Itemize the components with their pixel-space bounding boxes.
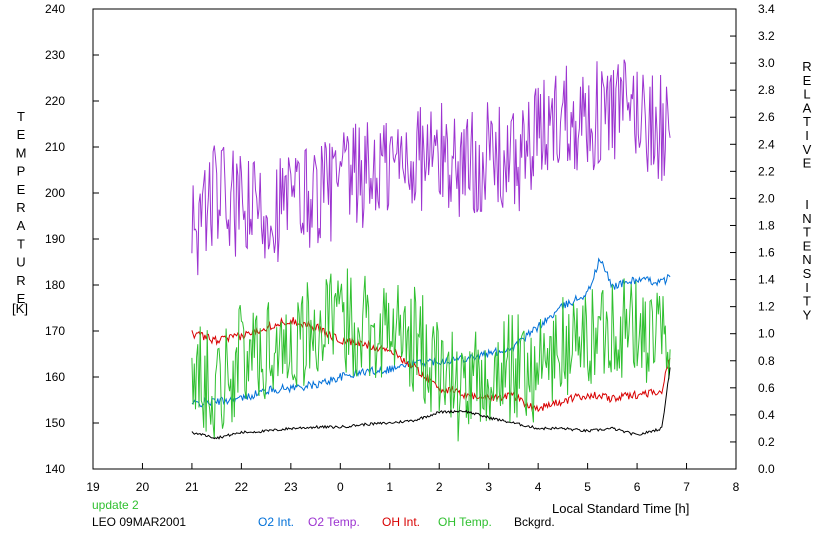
x-tick-label: 5 [584,480,591,494]
x-axis-label: Local Standard Time [h] [552,501,689,516]
right-tick-label: 2.4 [758,137,775,151]
update-annotation: update 2 [92,498,139,512]
right-axis-title-letter: E [803,156,812,171]
station-annotation: LEO 09MAR2001 [92,515,186,529]
right-axis-ticks: 0.0 0.2 0.4 0.6 0.8 1.0 1.2 1.4 1.6 1.8 2.0 2.2 2.4 2… [730,2,775,476]
right-axis-title-letter: L [803,87,810,102]
legend-item: O2 Temp. [308,515,360,529]
right-tick-label: 1.6 [758,246,775,260]
legend-item: OH Temp. [438,515,492,529]
right-tick-label: 3.2 [758,29,775,43]
x-tick-label: 7 [683,480,690,494]
series-line-o2-temp [191,59,671,276]
left-axis-title-letter: P [17,164,26,179]
series-line-oh-temp [191,268,671,442]
x-tick-label: 8 [733,480,740,494]
series-group [191,59,671,442]
right-axis-title-letter: I [805,280,809,295]
right-tick-label: 1.0 [758,327,775,341]
left-axis-title-letter: E [17,291,26,306]
x-tick-label: 3 [485,480,492,494]
x-tick-label: 4 [535,480,542,494]
right-tick-label: 1.2 [758,300,775,314]
left-axis-title-letter: A [17,218,26,233]
x-tick-label: 6 [634,480,641,494]
left-tick-label: 220 [45,94,65,108]
right-axis-title-letter: E [803,73,812,88]
right-tick-label: 1.8 [758,218,775,232]
right-tick-label: 0.2 [758,435,775,449]
left-axis-unit: [K] [12,301,28,316]
right-tick-label: 2.0 [758,191,775,205]
left-axis-title-letter: E [17,182,26,197]
legend-item: OH Int. [382,515,420,529]
left-axis-title-letter: T [17,236,25,251]
right-axis-title-letter: R [802,59,811,74]
left-tick-label: 200 [45,186,65,200]
left-tick-label: 170 [45,324,65,338]
left-axis-title-letter: E [17,127,26,142]
x-tick-label: 2 [436,480,443,494]
series-line-bckgrd [191,367,671,440]
left-axis-title-letter: U [16,255,25,270]
x-tick-label: 23 [284,480,298,494]
legend-item: O2 Int. [258,515,294,529]
right-axis-title-letter: S [803,266,812,281]
left-tick-label: 230 [45,48,65,62]
left-axis-ticks: 140 150 160 170 180 190 200 210 220 230 240 [45,2,99,476]
legend: O2 Int. O2 Temp. OH Int. OH Temp. Bckgrd. [258,515,555,529]
x-tick-label: 21 [185,480,199,494]
plot-frame [92,8,737,470]
left-axis-title-letter: R [16,200,25,215]
left-axis-title-letter: R [16,273,25,288]
x-tick-label: 1 [386,480,393,494]
left-tick-label: 140 [45,462,65,476]
legend-item: Bckgrd. [514,515,555,529]
left-axis-title-letter: M [16,145,27,160]
x-tick-label: 20 [136,480,150,494]
left-tick-label: 210 [45,140,65,154]
x-tick-label: 22 [235,480,249,494]
right-tick-label: 2.2 [758,164,775,178]
right-axis-title-letter: Y [803,307,812,322]
axes [92,8,737,470]
right-tick-label: 3.0 [758,56,775,70]
x-tick-label: 19 [86,480,100,494]
left-tick-label: 240 [45,2,65,16]
right-tick-label: 2.6 [758,110,775,124]
right-axis-title-letter: N [802,252,811,267]
series-line-o2-int [191,257,671,408]
left-tick-label: 180 [45,278,65,292]
right-tick-label: 1.4 [758,273,775,287]
right-axis-title-letter: E [803,238,812,253]
x-axis-ticks: 19 20 21 22 23 0 1 2 3 4 5 6 7 8 [86,463,740,494]
right-tick-label: 3.4 [758,2,775,16]
right-axis-title-letter: V [803,142,812,157]
right-tick-label: 2.8 [758,83,775,97]
right-axis-title-letter: A [803,100,812,115]
right-axis-title-letter: T [803,225,811,240]
right-axis-title-letter: I [805,128,809,143]
right-axis-title-letter: N [802,211,811,226]
left-tick-label: 150 [45,416,65,430]
left-tick-label: 160 [45,370,65,384]
left-tick-label: 190 [45,232,65,246]
right-tick-label: 0.0 [758,462,775,476]
right-tick-label: 0.8 [758,354,775,368]
right-axis-title-letter: I [805,197,809,212]
right-axis-title-letter: T [803,294,811,309]
left-axis-title-letter: T [17,109,25,124]
right-axis-title-letter: T [803,114,811,129]
right-tick-label: 0.4 [758,408,775,422]
x-tick-label: 0 [337,480,344,494]
right-tick-label: 0.6 [758,381,775,395]
